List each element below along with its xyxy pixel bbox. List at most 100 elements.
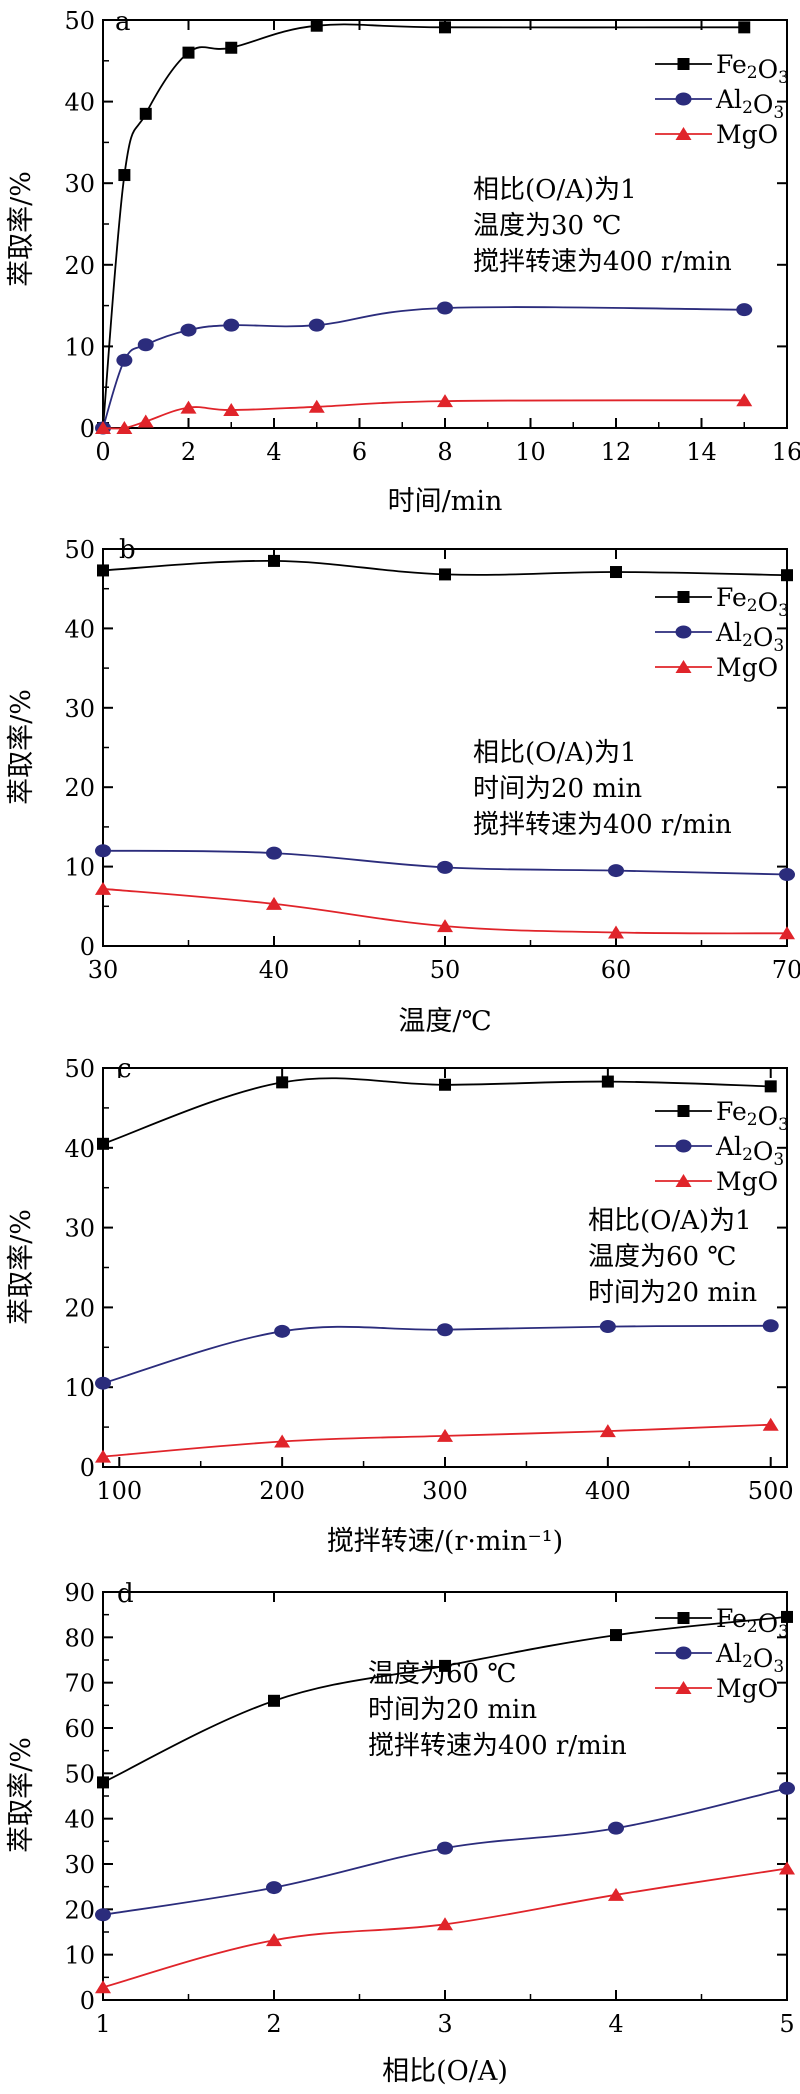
data-point-Al2O3 [779, 868, 795, 882]
series-Fe2O3 [97, 1075, 777, 1150]
series-Fe2O3 [97, 1610, 793, 1789]
y-tick-label: 30 [64, 1851, 95, 1879]
x-tick-label: 1 [95, 2010, 110, 2038]
y-tick-label: 40 [64, 89, 95, 117]
data-point-MgO [116, 421, 133, 434]
x-tick-label: 70 [772, 956, 800, 984]
y-tick-label: 40 [64, 615, 95, 643]
legend-label: MgO [716, 653, 778, 682]
y-tick-label: 90 [64, 1579, 95, 1607]
data-point-Al2O3 [95, 1908, 111, 1922]
data-point-Fe2O3 [781, 1610, 793, 1623]
x-tick-label: 4 [608, 2010, 623, 2038]
plot-frame [102, 548, 788, 947]
data-point-Fe2O3 [97, 1776, 109, 1789]
x-tick-label: 10 [515, 438, 546, 466]
y-tick-label: 30 [64, 1215, 95, 1243]
data-point-Al2O3 [266, 1881, 282, 1895]
data-point-Al2O3 [437, 1841, 453, 1855]
chart-panel-d: 1 2 3 4 50102030405060708090相比(O/A)萃取率/%dFe2… [6, 1579, 795, 2087]
data-point-MgO [437, 919, 453, 933]
annotation-line: 时间为20 min [588, 1278, 757, 1308]
series-Al2O3 [95, 1319, 779, 1390]
data-point-Fe2O3 [182, 46, 195, 59]
x-tick-label: 500 [748, 1477, 794, 1505]
data-point-MgO [95, 421, 111, 434]
annotation-line: 温度为30 ℃ [473, 211, 621, 241]
x-tick-label: 8 [437, 438, 452, 466]
series-line-MgO [102, 1423, 771, 1458]
legend-marker [675, 127, 692, 140]
legend-label: Al2O3 [715, 1639, 784, 1677]
data-point-Fe2O3 [276, 1076, 289, 1089]
data-point-MgO [274, 1434, 291, 1448]
data-point-MgO [95, 1449, 111, 1463]
x-tick-label: 60 [601, 956, 632, 984]
data-point-Fe2O3 [601, 1075, 614, 1088]
series-MgO [95, 881, 795, 940]
data-point-MgO [137, 414, 154, 428]
x-tick-label: 300 [422, 1477, 468, 1505]
data-point-MgO [308, 399, 325, 413]
data-point-Fe2O3 [439, 568, 451, 581]
y-tick-label: 0 [80, 1454, 95, 1482]
series-MgO [95, 1417, 779, 1463]
data-point-MgO [779, 926, 795, 940]
legend-label: MgO [716, 1167, 778, 1196]
series-Al2O3 [95, 1781, 795, 1922]
y-tick-label: 20 [64, 774, 95, 802]
y-tick-label: 60 [64, 1715, 95, 1743]
data-point-Fe2O3 [610, 566, 622, 579]
legend-marker [675, 92, 692, 106]
y-tick-label: 10 [64, 1942, 95, 1970]
series-MgO [95, 393, 753, 434]
legend-marker [675, 1139, 692, 1153]
legend-label: Al2O3 [715, 618, 784, 656]
x-tick-label: 400 [585, 1477, 631, 1505]
y-tick-label: 10 [64, 1374, 95, 1402]
y-axis-title: 萃取率/% [6, 1209, 37, 1325]
series-line-Fe2O3 [102, 23, 745, 429]
data-point-MgO [266, 1933, 282, 1947]
x-tick-label: 12 [601, 438, 632, 466]
data-point-Al2O3 [223, 318, 240, 332]
legend-label: Fe2O3 [716, 50, 789, 88]
legend-marker [675, 1646, 692, 1660]
data-point-Al2O3 [116, 353, 133, 367]
y-tick-label: 40 [64, 1135, 95, 1163]
data-point-MgO [762, 1417, 779, 1431]
x-tick-label: 0 [95, 438, 110, 466]
data-point-MgO [736, 393, 753, 407]
series-line-Al2O3 [102, 306, 745, 429]
series-line-Al2O3 [102, 1324, 771, 1385]
data-point-Fe2O3 [268, 554, 280, 567]
annotation-block: 相比(O/A)为1 温度为60 ℃ 时间为20 min [588, 1206, 757, 1308]
y-tick-label: 50 [64, 7, 95, 35]
chart-panel-c: 100 200 300 400 500 0 10 20 30 40 50 搅拌转速/(r·min⁻¹)… [6, 1054, 794, 1557]
x-tick-label: 3 [437, 2010, 452, 2038]
plot-frame [102, 19, 788, 429]
x-tick-label: 100 [96, 1477, 142, 1505]
y-tick-label: 50 [64, 1760, 95, 1788]
chart-panel-a: 0 2 4 6 8 10 12 14 16 0 10 20 30 40 50 时间/min 萃取率/% a Fe2O… [6, 7, 800, 517]
legend-marker [677, 591, 690, 603]
data-point-Al2O3 [95, 1376, 111, 1390]
data-point-Al2O3 [137, 338, 154, 352]
data-point-Al2O3 [437, 860, 453, 874]
legend-label: Fe2O3 [716, 1604, 789, 1642]
data-point-Al2O3 [180, 323, 197, 337]
data-point-MgO [95, 881, 111, 895]
data-point-Fe2O3 [118, 169, 131, 182]
legend-label: Fe2O3 [716, 583, 789, 621]
data-point-Al2O3 [736, 303, 753, 317]
y-tick-label: 20 [64, 252, 95, 280]
y-tick-label: 10 [64, 333, 95, 361]
data-point-MgO [779, 1861, 795, 1875]
series-Fe2O3 [97, 19, 751, 434]
annotation-block: 相比(O/A)为1 时间为20 min 搅拌转速为400 r/min [473, 738, 732, 840]
data-point-Fe2O3 [439, 1078, 451, 1091]
data-point-Al2O3 [437, 301, 453, 315]
legend-marker [675, 1174, 692, 1187]
data-point-Al2O3 [437, 1323, 453, 1337]
y-tick-label: 50 [64, 1055, 95, 1083]
